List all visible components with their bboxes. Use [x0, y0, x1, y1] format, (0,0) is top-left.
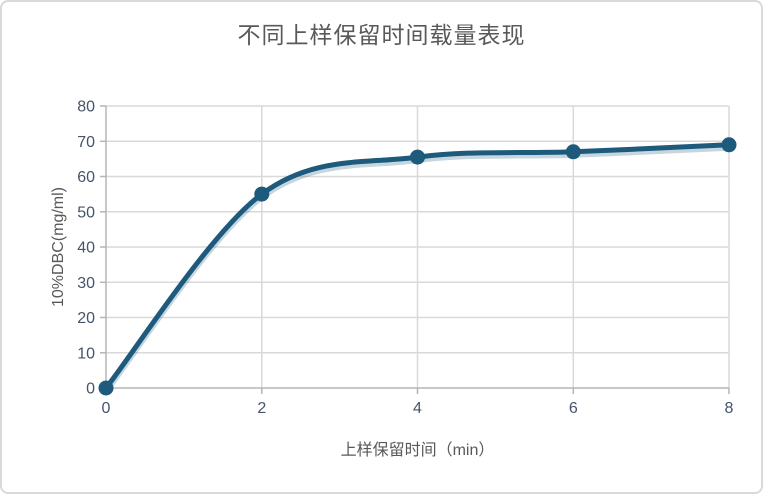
y-axis-title: 10%DBC(mg/ml)	[50, 186, 67, 308]
data-point-marker	[565, 144, 581, 160]
x-tick-label: 8	[725, 400, 734, 417]
x-tick-label: 0	[102, 400, 111, 417]
y-tick-label: 80	[77, 99, 95, 116]
x-tick-label: 2	[257, 400, 266, 417]
x-tick-label: 4	[413, 400, 422, 417]
y-tick-label: 20	[77, 310, 95, 327]
data-point-marker	[254, 186, 270, 202]
y-tick-label: 0	[86, 381, 95, 398]
y-tick-label: 40	[77, 240, 95, 257]
y-tick-label: 60	[77, 169, 95, 186]
y-tick-label: 70	[77, 134, 95, 151]
x-axis-title: 上样保留时间（min）	[340, 442, 495, 459]
chart-title: 不同上样保留时间载量表现	[237, 22, 526, 48]
y-tick-label: 30	[77, 275, 95, 292]
series-line	[103, 142, 732, 391]
data-point-marker	[721, 137, 737, 153]
x-tick-label: 6	[569, 400, 578, 417]
y-tick-label: 50	[77, 204, 95, 221]
y-tick-label: 10	[77, 345, 95, 362]
data-point-marker	[410, 149, 425, 165]
data-point-marker	[98, 380, 114, 396]
